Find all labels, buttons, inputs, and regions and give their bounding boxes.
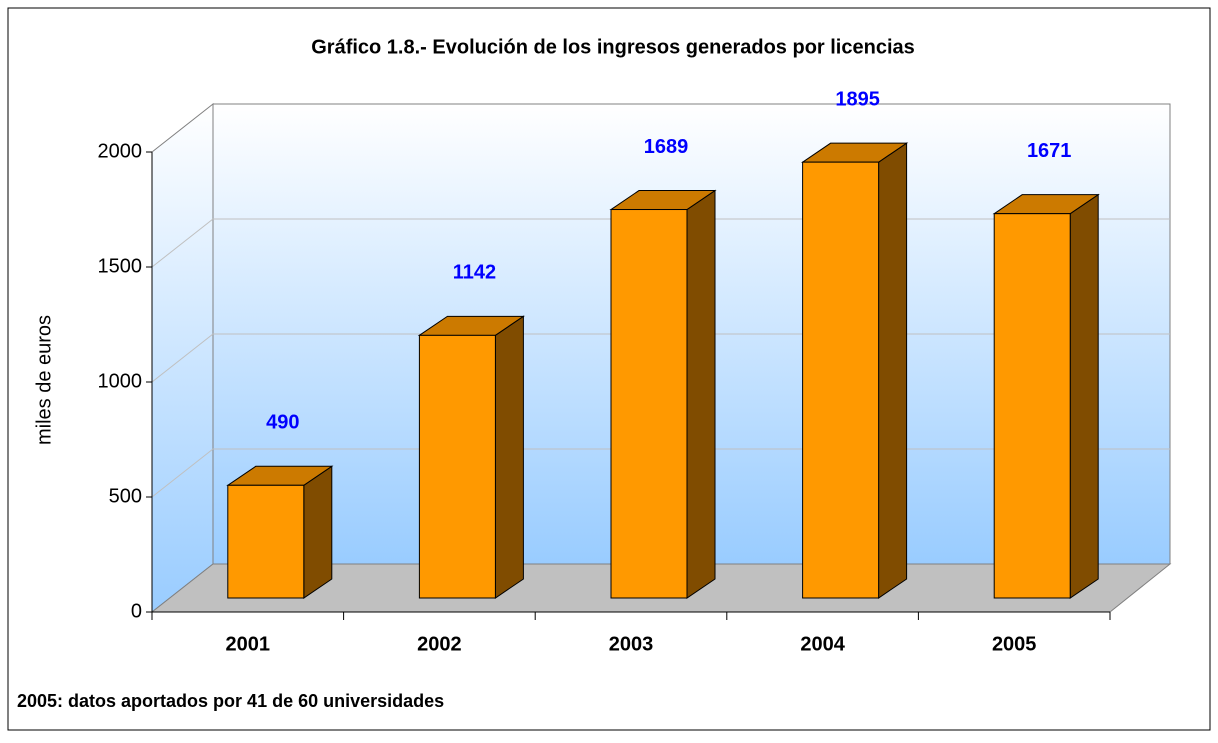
grid-line — [151, 333, 214, 383]
x-tick-label: 2001 — [226, 633, 271, 655]
value-label: 1895 — [835, 88, 880, 110]
y-tick-label: 2000 — [98, 140, 143, 162]
value-label: 1689 — [644, 136, 689, 158]
value-label: 1142 — [453, 262, 496, 284]
bar — [227, 484, 305, 599]
x-tick-label: 2005 — [992, 633, 1037, 655]
bar — [418, 334, 496, 599]
y-tick-label: 1000 — [98, 370, 143, 392]
bar-side — [878, 142, 908, 599]
y-axis-label: miles de euros — [33, 315, 55, 445]
bar-side — [494, 315, 524, 599]
bar — [802, 161, 880, 599]
x-tick-label: 2003 — [609, 633, 654, 655]
x-tick-label: 2002 — [417, 633, 462, 655]
chart-title: Gráfico 1.8.- Evolución de los ingresos … — [311, 36, 915, 58]
bar-side — [303, 465, 333, 599]
y-tick-label: 0 — [131, 600, 142, 622]
y-tick-label: 1500 — [98, 255, 143, 277]
grid-line — [151, 218, 214, 268]
bar-side — [686, 189, 716, 599]
bar — [993, 213, 1071, 599]
note: 2005: datos aportados por 41 de 60 unive… — [17, 691, 444, 711]
y-tick-label: 500 — [109, 485, 142, 507]
bar-side — [1069, 193, 1099, 599]
bar — [610, 209, 688, 599]
value-label: 1671 — [1027, 140, 1072, 162]
x-tick-label: 2004 — [800, 633, 845, 655]
value-label: 490 — [266, 412, 299, 434]
grid-line — [151, 448, 214, 498]
